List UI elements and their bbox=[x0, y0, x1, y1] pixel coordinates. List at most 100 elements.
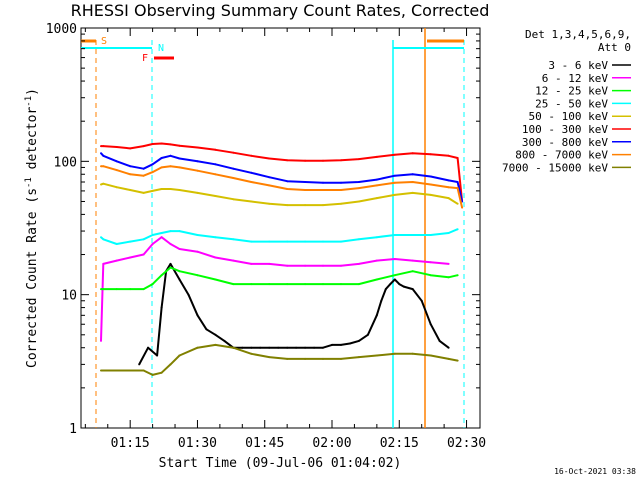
series-point-7 bbox=[100, 165, 102, 168]
x-tick-label: 02:15 bbox=[380, 436, 419, 451]
series-point-5 bbox=[357, 158, 360, 161]
series-point-7 bbox=[393, 181, 396, 184]
flag-label-s: S bbox=[101, 36, 107, 47]
series-point-8 bbox=[178, 354, 181, 357]
series-point-7 bbox=[214, 173, 217, 176]
series-point-0 bbox=[286, 346, 289, 349]
series-point-8 bbox=[456, 359, 459, 362]
series-point-4 bbox=[393, 193, 396, 196]
series-point-6 bbox=[357, 181, 360, 183]
series-point-0 bbox=[411, 288, 414, 291]
chart-title: RHESSI Observing Summary Count Rates, Co… bbox=[71, 1, 490, 20]
series-point-2 bbox=[456, 274, 459, 277]
series-point-7 bbox=[375, 184, 378, 187]
series-point-6 bbox=[102, 154, 105, 157]
series-point-7 bbox=[160, 166, 163, 169]
series-point-6 bbox=[142, 167, 145, 170]
series-point-0 bbox=[160, 306, 163, 309]
series-point-5 bbox=[102, 145, 105, 148]
series-point-5 bbox=[268, 157, 271, 160]
series-point-0 bbox=[241, 346, 244, 349]
series-line-5 bbox=[101, 142, 464, 202]
series-point-4 bbox=[129, 189, 132, 191]
series-point-0 bbox=[438, 339, 441, 342]
series-point-3 bbox=[447, 232, 450, 234]
series-point-1 bbox=[304, 264, 307, 267]
legend-label-2: 12 - 25 keV bbox=[535, 85, 608, 98]
series-point-4 bbox=[456, 202, 459, 205]
series-point-2 bbox=[178, 270, 181, 273]
series-point-5 bbox=[250, 154, 253, 157]
series-point-2 bbox=[115, 288, 118, 291]
series-point-2 bbox=[196, 274, 199, 277]
series-point-0 bbox=[402, 285, 405, 288]
series-point-2 bbox=[151, 283, 154, 286]
series-point-4 bbox=[250, 200, 253, 203]
y-axis-label-sup1: -1 bbox=[24, 177, 34, 188]
series-line-1 bbox=[100, 236, 449, 341]
series-point-5 bbox=[456, 157, 459, 159]
plot-frame bbox=[80, 27, 481, 429]
series-point-8 bbox=[142, 369, 145, 372]
series-point-8 bbox=[357, 356, 360, 359]
series-point-6 bbox=[232, 167, 235, 170]
series-point-8 bbox=[268, 356, 271, 359]
series-point-4 bbox=[340, 202, 342, 205]
flag-label-f: F bbox=[142, 53, 148, 64]
series-point-4 bbox=[178, 189, 181, 191]
series-point-8 bbox=[102, 369, 105, 372]
series-point-5 bbox=[232, 151, 235, 154]
series-point-7 bbox=[151, 171, 154, 174]
series-point-8 bbox=[115, 369, 118, 372]
series-point-5 bbox=[375, 155, 378, 158]
series-point-2 bbox=[169, 266, 172, 269]
series-point-7 bbox=[456, 187, 459, 190]
series-point-3 bbox=[115, 243, 118, 245]
series-point-2 bbox=[375, 278, 378, 281]
series-point-6 bbox=[393, 174, 396, 177]
series-point-4 bbox=[411, 191, 414, 194]
series-point-1 bbox=[357, 262, 360, 265]
series-point-0 bbox=[169, 262, 172, 265]
series-point-1 bbox=[178, 248, 181, 250]
series-point-5 bbox=[411, 152, 414, 155]
series-point-3 bbox=[151, 234, 154, 236]
series-point-0 bbox=[147, 346, 150, 349]
series-point-0 bbox=[277, 346, 280, 349]
series-point-4 bbox=[429, 193, 432, 196]
legend-label-3: 25 - 50 keV bbox=[535, 97, 608, 110]
series-point-4 bbox=[151, 189, 154, 192]
series-point-8 bbox=[250, 352, 253, 355]
series-point-0 bbox=[384, 288, 387, 291]
series-point-3 bbox=[196, 234, 199, 236]
series-point-8 bbox=[196, 346, 199, 349]
series-point-2 bbox=[393, 274, 396, 277]
series-point-1 bbox=[340, 264, 342, 267]
series-point-5 bbox=[393, 153, 396, 156]
series-point-0 bbox=[331, 343, 333, 346]
series-point-7 bbox=[250, 181, 253, 183]
series-point-6 bbox=[129, 165, 132, 168]
series-point-7 bbox=[142, 174, 145, 177]
legend-label-0: 3 - 6 keV bbox=[548, 59, 608, 72]
series-point-0 bbox=[393, 278, 396, 281]
series-point-7 bbox=[178, 166, 181, 169]
series-point-0 bbox=[348, 342, 351, 345]
series-point-1 bbox=[151, 243, 154, 245]
legend-header-1: Det 1,3,4,5,6,9, bbox=[525, 28, 631, 41]
series-point-6 bbox=[100, 152, 102, 155]
series-point-6 bbox=[160, 157, 163, 159]
series-point-5 bbox=[304, 159, 307, 162]
series-point-6 bbox=[304, 181, 307, 183]
series-point-4 bbox=[160, 188, 163, 190]
series-point-3 bbox=[142, 238, 145, 241]
series-point-3 bbox=[322, 240, 324, 243]
series-point-3 bbox=[102, 238, 105, 241]
series-point-6 bbox=[429, 175, 432, 178]
series-point-7 bbox=[429, 183, 432, 186]
y-axis-label-main: Corrected Count Rate (s bbox=[25, 188, 40, 368]
series-point-6 bbox=[340, 181, 342, 184]
x-tick-label: 02:00 bbox=[312, 436, 351, 451]
series-point-0 bbox=[259, 346, 262, 349]
series-point-3 bbox=[393, 234, 396, 236]
